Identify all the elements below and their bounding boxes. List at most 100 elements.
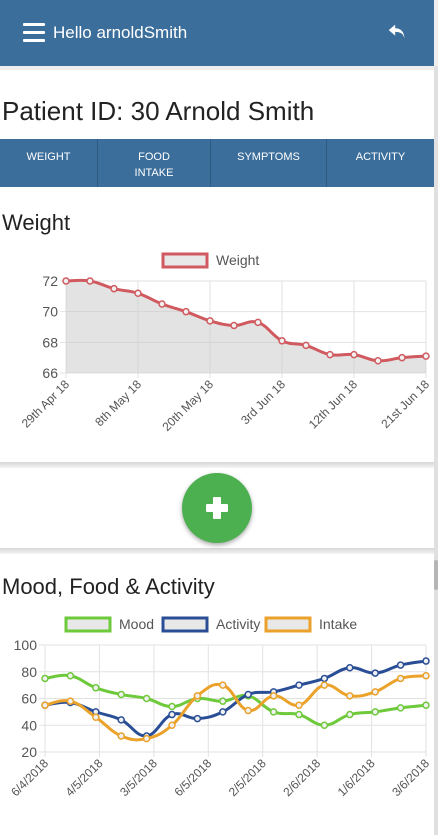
data-point [66,697,75,705]
data-point [244,690,252,699]
data-point [92,713,100,721]
data-point [92,684,100,692]
x-tick-label: 3/5/2018 [117,756,160,799]
y-tick-label: 60 [21,691,37,707]
x-tick-label: 12th Jun 18 [306,377,360,431]
mood-card-title: Mood, Food & Activity [2,574,215,599]
data-point [117,732,125,740]
x-tick-label: 1/6/2018 [335,756,378,799]
x-tick-label: 8th May 18 [92,377,144,429]
back-arrow-icon[interactable] [386,20,408,42]
add-entry-button[interactable] [182,473,252,543]
data-point [206,317,214,325]
data-point [320,674,329,683]
x-tick-label: 29th Apr 18 [19,377,73,431]
data-point [182,307,190,316]
data-point [219,681,227,689]
data-point [320,681,329,689]
x-tick-label: 20th May 18 [160,377,217,434]
data-point [371,688,379,696]
data-point [66,672,75,680]
data-point [158,300,166,308]
data-point [117,690,125,699]
scrollbar[interactable] [434,66,438,835]
data-point [396,661,405,669]
data-point [350,350,358,359]
data-point [295,701,303,709]
tab-food-intake[interactable]: FOOD INTAKE [98,139,211,187]
x-tick-label: 4/5/2018 [63,756,106,799]
data-point [193,692,202,700]
card-divider [0,548,434,554]
patient-title: Patient ID: 30 Arnold Smith [2,96,315,126]
y-tick-label: 100 [14,637,38,653]
data-point [346,710,354,719]
data-point [422,657,430,665]
data-point [396,674,405,683]
data-point [41,701,49,709]
data-point [86,277,94,285]
weight-card-title: Weight [2,210,71,235]
tab-bar: WEIGHT FOOD INTAKE SYMPTOMS ACTIVITY [0,139,434,187]
data-point [295,710,303,719]
y-tick-label: 70 [42,304,58,320]
data-point [320,721,329,729]
x-tick-label: 3rd Jun 18 [238,377,288,427]
data-point [398,353,406,362]
legend-label: Weight [216,252,259,268]
x-tick-label: 3/6/2018 [389,756,432,799]
tab-symptoms[interactable]: SYMPTOMS [211,139,327,187]
data-point [117,716,125,724]
tab-activity[interactable]: ACTIVITY [355,151,406,163]
legend-label: Activity [216,616,260,632]
data-point [62,277,70,285]
legend-swatch [64,616,112,633]
data-point [295,681,303,689]
data-point [396,704,405,712]
data-point [371,669,379,677]
data-point [326,350,334,359]
data-point [244,706,252,715]
data-point [142,734,151,743]
y-tick-label: 40 [21,717,37,733]
data-point [41,674,49,683]
data-point [371,708,379,716]
legend-swatch [264,616,312,633]
mood-chart: Mood Activity Intake 100 80 60 40 206/4/2018 4/5… [8,616,432,799]
series-line [44,674,427,742]
data-point [142,694,151,703]
legend-label: Mood [119,616,154,632]
menu-icon[interactable] [23,23,45,43]
data-point [230,321,238,330]
main-content: Patient ID: 30 Arnold Smith WEIGHT FOOD … [0,70,434,835]
data-point [346,663,354,672]
scrollbar-thumb[interactable] [434,560,438,590]
data-point [134,289,142,298]
data-point [269,708,278,716]
data-point [269,692,278,700]
y-tick-label: 72 [42,273,58,289]
data-point [168,702,176,711]
data-point [193,714,202,723]
data-point [168,721,176,729]
tab-weight[interactable]: WEIGHT [0,139,98,187]
legend-swatch [161,616,209,633]
data-point [422,701,430,709]
series-line [44,659,427,738]
data-point [374,356,382,365]
data-point [422,352,430,360]
data-point [110,284,118,293]
series-line [65,278,427,363]
data-point [219,708,227,716]
legend-swatch [161,252,209,269]
series-area [66,280,426,373]
data-point [168,710,176,719]
y-tick-label: 20 [21,744,37,760]
y-tick-label: 68 [42,334,58,350]
y-tick-label: 66 [42,365,58,381]
x-tick-label: 2/5/2018 [226,756,269,799]
x-tick-label: 2/6/2018 [280,756,323,799]
y-tick-label: 80 [21,664,37,680]
app-header: Hello arnoldSmith [0,0,434,66]
data-point [422,672,430,680]
